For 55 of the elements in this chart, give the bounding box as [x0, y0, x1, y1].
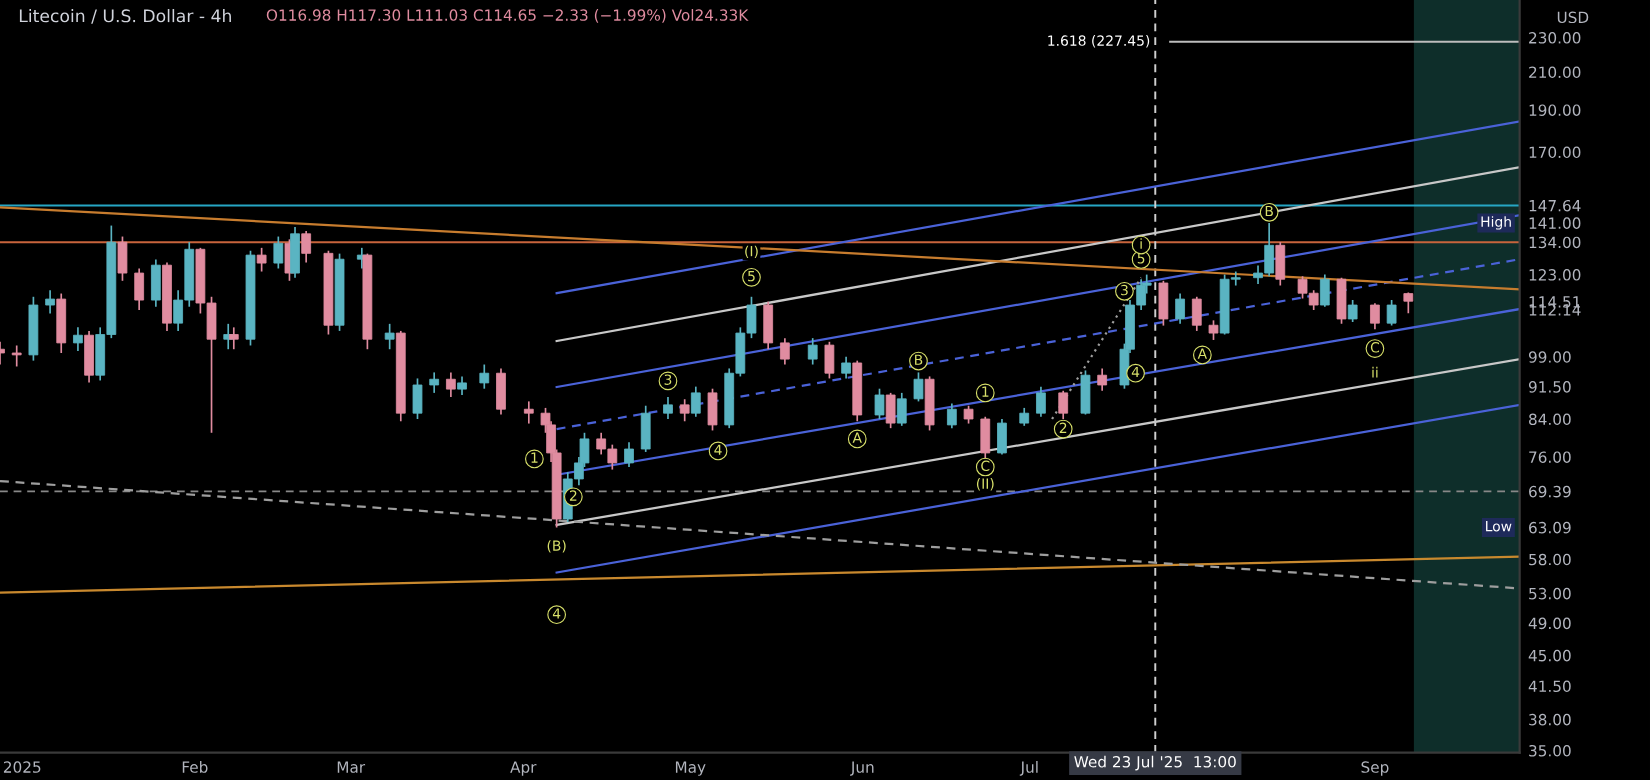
candlestick — [874, 387, 885, 420]
candlestick — [412, 377, 423, 420]
candlestick — [896, 392, 907, 427]
candlestick — [429, 371, 440, 394]
candlestick — [496, 367, 506, 416]
candlestick — [273, 235, 284, 270]
candlestick — [1158, 279, 1169, 327]
candlestick — [1336, 276, 1347, 325]
candlestick — [56, 292, 67, 354]
chart-title: Litecoin / U.S. Dollar - 4h — [19, 9, 231, 24]
candlestick — [256, 247, 267, 273]
candlestick — [924, 375, 935, 432]
candlestick — [807, 337, 818, 366]
candlestick — [824, 340, 835, 380]
candlestick — [1097, 367, 1108, 392]
candlestick — [1347, 299, 1358, 323]
candlestick — [780, 337, 790, 366]
candlestick — [997, 418, 1007, 456]
candlestick — [457, 375, 467, 396]
candlestick — [980, 415, 991, 461]
candlestick — [1036, 385, 1046, 418]
candlestick — [290, 226, 300, 279]
candlestick — [624, 441, 634, 468]
candlestick — [45, 289, 55, 315]
candlestick — [1275, 241, 1286, 287]
candlestick — [1080, 369, 1091, 416]
candlestick — [663, 396, 673, 420]
candlestick — [707, 387, 718, 432]
candlestick — [84, 330, 94, 384]
candlestick — [947, 402, 957, 429]
candlestick — [73, 326, 83, 352]
candlestick — [1319, 273, 1330, 308]
candlestick — [11, 344, 22, 368]
candlestick — [117, 235, 128, 282]
candlestick — [1208, 319, 1219, 341]
candlestick — [446, 371, 456, 398]
candlestick — [690, 385, 701, 418]
candlestick — [679, 398, 690, 423]
candlestick — [1191, 295, 1202, 332]
candlestick — [479, 363, 490, 390]
candlestick — [134, 267, 145, 311]
candlestick — [640, 404, 651, 453]
candlestick — [885, 392, 896, 429]
candlestick — [841, 355, 851, 380]
candlestick — [523, 400, 534, 425]
candlestick — [1386, 299, 1397, 327]
candlestick — [1058, 389, 1069, 420]
candlestick — [1370, 302, 1380, 330]
candlestick — [150, 258, 161, 308]
candlestick — [384, 323, 395, 351]
candlestick — [228, 326, 239, 351]
candlestick — [301, 230, 312, 264]
candlestick — [913, 371, 924, 403]
candlestick — [1175, 292, 1185, 325]
candlestick — [763, 300, 774, 351]
